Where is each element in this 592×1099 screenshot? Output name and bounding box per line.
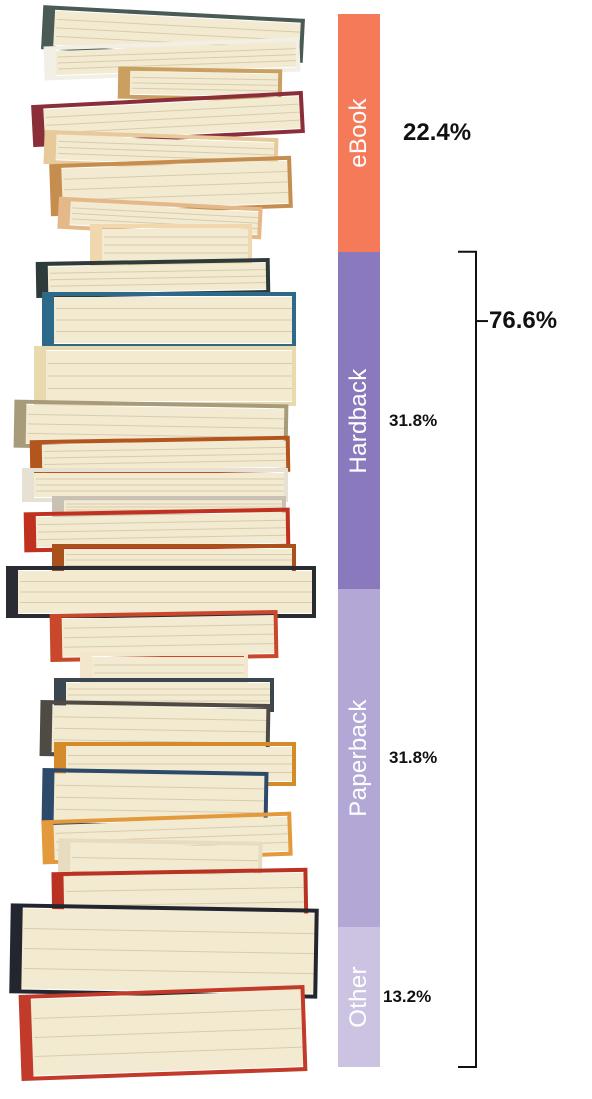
bar-segment-other: Other bbox=[338, 926, 380, 1067]
bar-segment-hardback: Hardback bbox=[338, 251, 380, 590]
value-label-hardback: 31.8% bbox=[389, 410, 438, 430]
value-label-other: 13.2% bbox=[383, 986, 432, 1006]
book-8 bbox=[90, 224, 252, 266]
book-14 bbox=[22, 468, 288, 502]
stacked-bar: eBook Hardback Paperback Other bbox=[338, 14, 380, 1067]
book-24 bbox=[41, 768, 269, 830]
book-9 bbox=[35, 257, 271, 299]
bracket-line bbox=[458, 250, 477, 1068]
value-label-paperback: 31.8% bbox=[389, 748, 438, 768]
book-17 bbox=[52, 544, 296, 576]
book-29 bbox=[18, 985, 308, 1081]
book-18 bbox=[6, 566, 316, 618]
book-stack-illustration bbox=[6, 5, 319, 1081]
book-28 bbox=[9, 903, 319, 999]
bar-segment-paperback: Paperback bbox=[338, 589, 380, 927]
book-11 bbox=[34, 346, 296, 406]
value-label-ebook: 22.4% bbox=[403, 118, 472, 146]
book-10 bbox=[42, 292, 296, 348]
book-3 bbox=[117, 66, 283, 102]
bracket-total-label: 76.6% bbox=[489, 307, 558, 335]
bar-segment-ebook: eBook bbox=[338, 14, 380, 252]
